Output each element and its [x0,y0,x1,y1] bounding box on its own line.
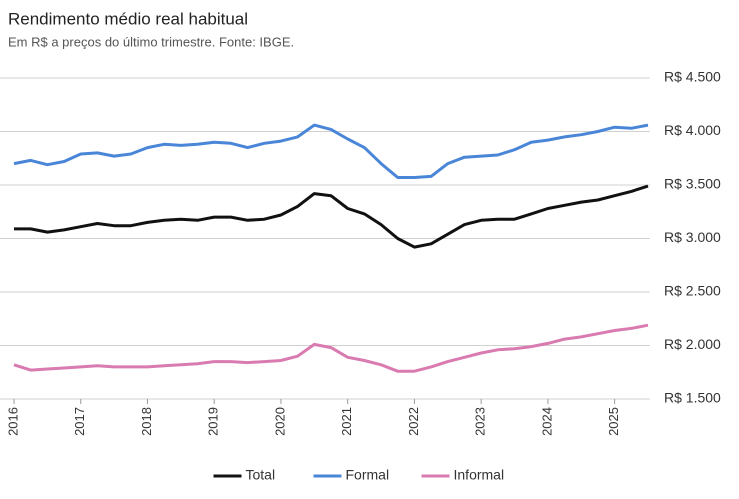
legend-label: Total [246,467,276,483]
line-series [13,123,649,179]
x-tick-label: 2017 [72,407,87,436]
x-tick-label: 2020 [272,407,287,436]
x-tick-label: 2018 [139,407,154,436]
y-tick-label: R$ 3.500 [664,176,721,192]
x-tick-label: 2022 [406,407,421,436]
y-tick-label: R$ 1.500 [664,390,721,406]
line-series [13,323,649,373]
x-tick-label: 2023 [473,407,488,436]
legend-label: Informal [454,467,505,483]
x-tick-label: 2021 [339,407,354,436]
y-tick-label: R$ 4.000 [664,122,721,138]
line-series [14,184,649,249]
x-tick-label: 2019 [206,407,221,436]
chart-title: Rendimento médio real habitual [8,9,248,28]
y-tick-label: R$ 4.500 [664,69,721,85]
x-tick-label: 2025 [606,407,621,436]
legend-label: Formal [346,467,390,483]
x-tick-label: 2024 [539,407,554,436]
y-tick-label: R$ 3.000 [664,229,721,245]
x-tick-label: 2016 [5,407,20,436]
chart-subtitle: Em R$ a preços do último trimestre. Font… [8,34,294,49]
y-tick-label: R$ 2.000 [664,336,721,352]
y-tick-label: R$ 2.500 [664,283,721,299]
